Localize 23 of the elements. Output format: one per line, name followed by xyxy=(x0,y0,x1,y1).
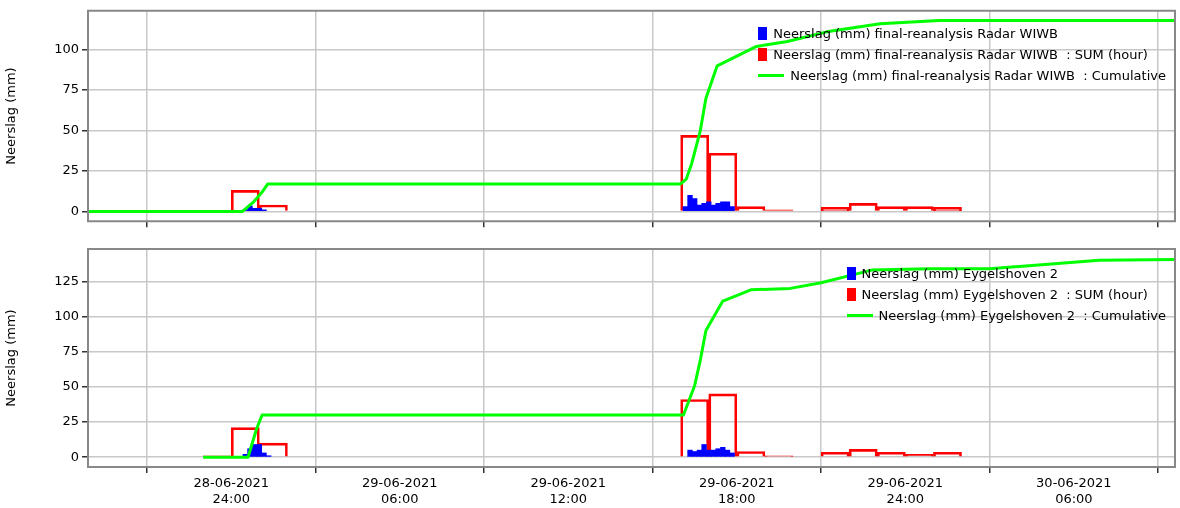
x-tick-label: 29-06-2021 12:00 xyxy=(530,475,607,507)
y-tick-label: 100 xyxy=(54,307,79,323)
y-axis-title: Neerslag (mm) xyxy=(3,67,19,165)
y-axis-title: Neerslag (mm) xyxy=(3,309,19,407)
y-tick-label: 50 xyxy=(62,378,79,394)
y-tick-label: 50 xyxy=(62,121,79,137)
y-tick-label: 75 xyxy=(62,81,79,97)
y-tick-label: 75 xyxy=(62,343,79,359)
legend-label: Neerslag (mm) final-reanalysis Radar WIWB : SUM (hour) xyxy=(773,47,1148,62)
x-tick-label: 29-06-2021 18:00 xyxy=(699,475,775,507)
legend-label: Neerslag (mm) final-reanalysis Radar WIWB : Cumulative xyxy=(790,68,1166,83)
x-tick-label: 28-06-2021 24:00 xyxy=(193,475,270,507)
y-tick-label: 100 xyxy=(54,41,79,57)
legend-label: Neerslag (mm) Eygelshoven 2 : SUM (hour) xyxy=(861,287,1148,302)
y-tick-label: 125 xyxy=(54,272,79,288)
y-tick-label: 0 xyxy=(70,448,79,464)
x-tick-label: 29-06-2021 24:00 xyxy=(867,475,944,507)
x-tick-label: 29-06-2021 06:00 xyxy=(361,475,438,507)
y-tick-label: 0 xyxy=(70,202,79,218)
legend-label: Neerslag (mm) Eygelshoven 2 : Cumulative xyxy=(878,308,1166,323)
y-tick-label: 25 xyxy=(62,162,79,178)
y-tick-label: 25 xyxy=(62,413,79,429)
x-tick-label: 30-06-2021 06:00 xyxy=(1036,475,1112,507)
